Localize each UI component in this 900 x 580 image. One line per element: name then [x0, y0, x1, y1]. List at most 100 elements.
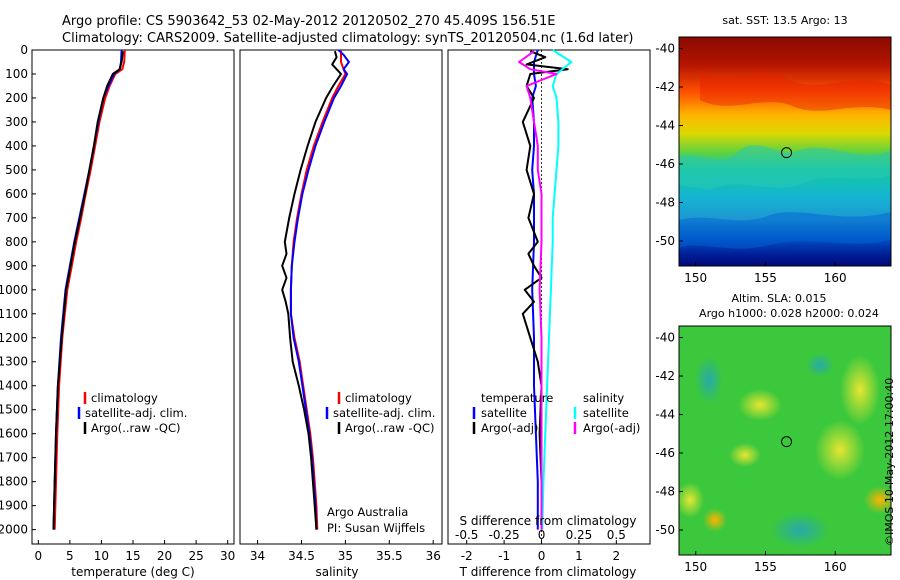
y-tick-label: -44 [655, 119, 675, 133]
x-tick-label: -2 [461, 549, 473, 563]
series-line [281, 50, 342, 530]
y-tick-label: -46 [655, 157, 675, 171]
y-tick-label: -40 [655, 42, 675, 56]
y-tick-label: 300 [5, 115, 28, 129]
legend-label-t-argo: Argo(-adj) [481, 421, 538, 435]
temperature-xlabel: temperature (deg C) [71, 565, 194, 579]
sla-map-title: Altim. SLA: 0.015 [731, 292, 826, 305]
y-tick-label: 1500 [0, 403, 28, 417]
argo-float-marker [781, 147, 793, 159]
side-stamp: ©IMOS 10-May-2012 17:00:40 [883, 378, 896, 546]
y-tick-label: -42 [655, 369, 675, 383]
y-tick-label: 1100 [0, 307, 28, 321]
sla-map-field [679, 326, 891, 555]
y-tick-label: 400 [5, 139, 28, 153]
legend-label-climatology: climatology [345, 391, 412, 405]
legend-label-argo: Argo(..raw -QC) [91, 421, 181, 435]
x-tick-label: 34.5 [288, 549, 315, 563]
y-tick-label: 200 [5, 91, 28, 105]
y-tick-label: -40 [655, 331, 675, 345]
y-tick-label: 100 [5, 67, 28, 81]
x-tick-label: 155 [754, 271, 777, 285]
legend-label-argo: Argo(..raw -QC) [345, 421, 435, 435]
x-tick-label: 160 [824, 560, 847, 574]
difference-xlabel: T difference from climatology [459, 565, 637, 579]
annotation-pi: PI: Susan Wijffels [327, 521, 425, 535]
y-tick-label: 1400 [0, 379, 28, 393]
series-line [289, 50, 347, 530]
y-tick-label: 1900 [0, 499, 28, 513]
x-tick-label: 35 [338, 549, 353, 563]
x-tick-label: 0 [34, 549, 42, 563]
x-top-tick-label: 0 [538, 528, 546, 542]
temperature-diff-legend: temperature satellite Argo(-adj) [472, 391, 553, 435]
y-tick-label: -50 [655, 523, 675, 537]
series-line [518, 50, 558, 530]
x-top-tick-label: 0.5 [607, 528, 626, 542]
legend-label-s-argo: Argo(-adj) [583, 421, 640, 435]
y-tick-label: 700 [5, 211, 28, 225]
sst-map-title: sat. SST: 13.5 Argo: 13 [722, 14, 847, 27]
annotation-program: Argo Australia [327, 505, 408, 519]
x-tick-label: 0 [538, 549, 546, 563]
x-tick-label: 2 [613, 549, 621, 563]
series-line [52, 49, 123, 530]
legend-label-satellite: satellite-adj. clim. [85, 406, 187, 420]
y-tick-label: -42 [655, 80, 675, 94]
y-tick-label: -48 [655, 195, 675, 209]
x-tick-label: 160 [824, 271, 847, 285]
difference-axes-frame [447, 49, 651, 545]
sst-map-field [679, 37, 891, 266]
y-tick-label: 1300 [0, 355, 28, 369]
sla-map-panel: Altim. SLA: 0.015 Argo h1000: 0.028 h200… [655, 292, 892, 574]
legend-label-t-satellite: satellite [481, 406, 527, 420]
x-tick-label: 30 [220, 549, 235, 563]
figure-title-line1: Argo profile: CS 5903642_53 02-May-2012 … [62, 14, 555, 29]
legend-header-temperature: temperature [481, 391, 553, 405]
x-tick-label: 36 [426, 549, 441, 563]
salinity-panel: 34 34.5 35 35.5 36 salinity climatology sate… [239, 49, 443, 579]
y-tick-label: 600 [5, 187, 28, 201]
x-tick-label: 35.5 [376, 549, 403, 563]
salinity-diff-legend: salinity satellite Argo(-adj) [573, 391, 640, 435]
y-tick-label: 2000 [0, 523, 28, 537]
x-tick-label: 10 [94, 549, 109, 563]
salinity-xlabel: salinity [315, 565, 358, 579]
x-tick-label: 1 [575, 549, 583, 563]
x-tick-label: 15 [125, 549, 140, 563]
sla-map-subtitle: Argo h1000: 0.028 h2000: 0.024 [699, 307, 879, 320]
figure-title-line2: Climatology: CARS2009. Satellite-adjuste… [62, 31, 634, 46]
x-top-tick-label: -0.5 [455, 528, 478, 542]
y-tick-label: 1700 [0, 451, 28, 465]
difference-panel: -2 -1 0 1 2 -0.5 -0.25 0 0.25 0.5 T difference f… [447, 49, 651, 579]
y-tick-label: 1800 [0, 475, 28, 489]
x-tick-label: 5 [66, 549, 74, 563]
y-tick-label: 500 [5, 163, 28, 177]
sst-map-panel: sat. SST: 13.5 Argo: 13 150 155 160 -40 -42… [655, 14, 892, 285]
series-line [521, 50, 569, 530]
temperature-legend: climatology satellite-adj. clim. Argo(..… [77, 391, 187, 435]
x-tick-label: 150 [684, 271, 707, 285]
temperature-axes-frame [31, 49, 235, 545]
y-tick-label: -50 [655, 234, 675, 248]
legend-label-climatology: climatology [91, 391, 158, 405]
series-line [52, 51, 124, 530]
salinity-legend: climatology satellite-adj. clim. Argo(..… [325, 391, 435, 435]
series-line [541, 49, 573, 530]
legend-header-salinity: salinity [583, 391, 624, 405]
difference-xlabel-top: S difference from climatology [460, 514, 637, 528]
x-tick-label: -1 [498, 549, 510, 563]
y-tick-label: 1600 [0, 427, 28, 441]
x-tick-label: 150 [684, 560, 707, 574]
y-tick-label: 800 [5, 235, 28, 249]
legend-label-s-satellite: satellite [583, 406, 629, 420]
y-tick-label: 0 [20, 43, 28, 57]
x-top-tick-label: 0.25 [566, 528, 593, 542]
y-tick-label: 900 [5, 259, 28, 273]
y-tick-label: 1200 [0, 331, 28, 345]
y-tick-label: -44 [655, 408, 675, 422]
x-tick-label: 34 [250, 549, 265, 563]
x-top-tick-label: -0.25 [489, 528, 520, 542]
argo-float-marker [781, 436, 793, 448]
y-tick-label: -48 [655, 484, 675, 498]
